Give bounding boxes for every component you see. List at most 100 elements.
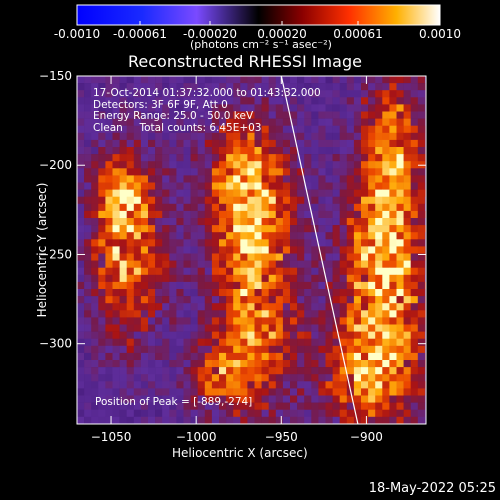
heatmap-cell	[169, 161, 177, 169]
heatmap-cell	[140, 225, 149, 233]
heatmap-cell	[77, 260, 85, 268]
heatmap-cell	[119, 324, 127, 332]
heatmap-cell	[282, 360, 291, 368]
heatmap-cell	[84, 324, 92, 332]
y-tick-label: −200	[39, 158, 72, 172]
heatmap-cell	[148, 360, 156, 368]
heatmap-cell	[91, 154, 99, 162]
heatmap-cell	[368, 90, 376, 98]
heatmap-cell	[389, 367, 397, 375]
heatmap-cell	[155, 76, 163, 84]
heatmap-cell	[375, 232, 383, 240]
heatmap-cell	[353, 210, 362, 219]
heatmap-cell	[240, 76, 248, 84]
heatmap-cell	[375, 374, 383, 382]
heatmap-cell	[375, 324, 383, 332]
heatmap-cell	[233, 388, 241, 396]
heatmap-cell	[332, 367, 340, 375]
heatmap-cell	[353, 246, 362, 254]
heatmap-cell	[261, 111, 269, 119]
heatmap-cell	[112, 168, 120, 176]
heatmap-cell	[403, 402, 411, 410]
heatmap-cell	[339, 303, 348, 311]
heatmap-cell	[403, 324, 411, 332]
heatmap-cell	[148, 132, 156, 141]
heatmap-cell	[119, 409, 127, 418]
heatmap-cell	[91, 182, 99, 190]
heatmap-cell	[133, 246, 142, 254]
heatmap-cell	[183, 232, 191, 240]
heatmap-cell	[98, 161, 106, 169]
heatmap-cell	[275, 97, 284, 105]
heatmap-cell	[240, 281, 248, 290]
heatmap-cell	[403, 409, 411, 418]
heatmap-cell	[403, 125, 411, 134]
heatmap-cell	[204, 111, 213, 119]
heatmap-cell	[126, 210, 135, 219]
heatmap-cell	[98, 104, 106, 112]
heatmap-cell	[148, 225, 156, 233]
heatmap-cell	[318, 352, 326, 361]
heatmap-cell	[332, 210, 340, 219]
heatmap-cell	[368, 175, 376, 183]
heatmap-cell	[155, 260, 163, 268]
heatmap-cell	[84, 139, 92, 148]
heatmap-cell	[268, 310, 277, 318]
heatmap-cell	[424, 189, 426, 197]
heatmap-cell	[382, 210, 390, 219]
heatmap-cell	[290, 225, 298, 233]
heatmap-cell	[268, 388, 277, 396]
heatmap-cell	[98, 139, 106, 148]
heatmap-cell	[140, 338, 149, 347]
heatmap-cell	[183, 352, 191, 361]
heatmap-cell	[389, 360, 397, 368]
heatmap-cell	[176, 125, 184, 134]
heatmap-cell	[91, 402, 99, 410]
heatmap-cell	[148, 118, 156, 126]
heatmap-cell	[169, 274, 177, 283]
heatmap-cell	[396, 281, 404, 290]
heatmap-cell	[332, 388, 340, 396]
heatmap-cell	[282, 402, 291, 410]
heatmap-cell	[119, 203, 127, 212]
heatmap-cell	[424, 210, 426, 219]
heatmap-cell	[368, 260, 376, 268]
heatmap-cell	[254, 225, 262, 233]
heatmap-cell	[247, 267, 255, 276]
heatmap-cell	[233, 239, 241, 247]
heatmap-cell	[112, 225, 120, 233]
heatmap-cell	[268, 83, 277, 91]
heatmap-cell	[332, 125, 340, 134]
heatmap-cell	[219, 203, 227, 212]
heatmap-cell	[176, 253, 184, 261]
heatmap-cell	[382, 154, 390, 162]
heatmap-cell	[119, 218, 127, 226]
heatmap-cell	[353, 196, 362, 205]
heatmap-cell	[162, 395, 170, 403]
heatmap-cell	[417, 388, 426, 396]
heatmap-cell	[77, 289, 85, 297]
heatmap-cell	[176, 303, 184, 311]
heatmap-cell	[183, 317, 191, 325]
heatmap-cell	[226, 374, 234, 382]
heatmap-cell	[389, 416, 397, 424]
heatmap-cell	[197, 338, 206, 347]
heatmap-cell	[226, 338, 234, 347]
heatmap-cell	[77, 360, 85, 368]
heatmap-cell	[268, 225, 277, 233]
heatmap-cell	[290, 367, 298, 375]
heatmap-cell	[396, 388, 404, 396]
heatmap-cell	[403, 118, 411, 126]
heatmap-cell	[126, 338, 135, 347]
heatmap-cell	[396, 83, 404, 91]
heatmap-cell	[353, 90, 362, 98]
heatmap-cell	[403, 253, 411, 261]
heatmap-cell	[77, 239, 85, 247]
heatmap-cell	[77, 352, 85, 361]
heatmap-cell	[332, 402, 340, 410]
x-tick-label: −1000	[176, 430, 217, 444]
heatmap-cell	[382, 409, 390, 418]
heatmap-cell	[290, 239, 298, 247]
heatmap-cell	[219, 182, 227, 190]
heatmap-cell	[190, 90, 198, 98]
